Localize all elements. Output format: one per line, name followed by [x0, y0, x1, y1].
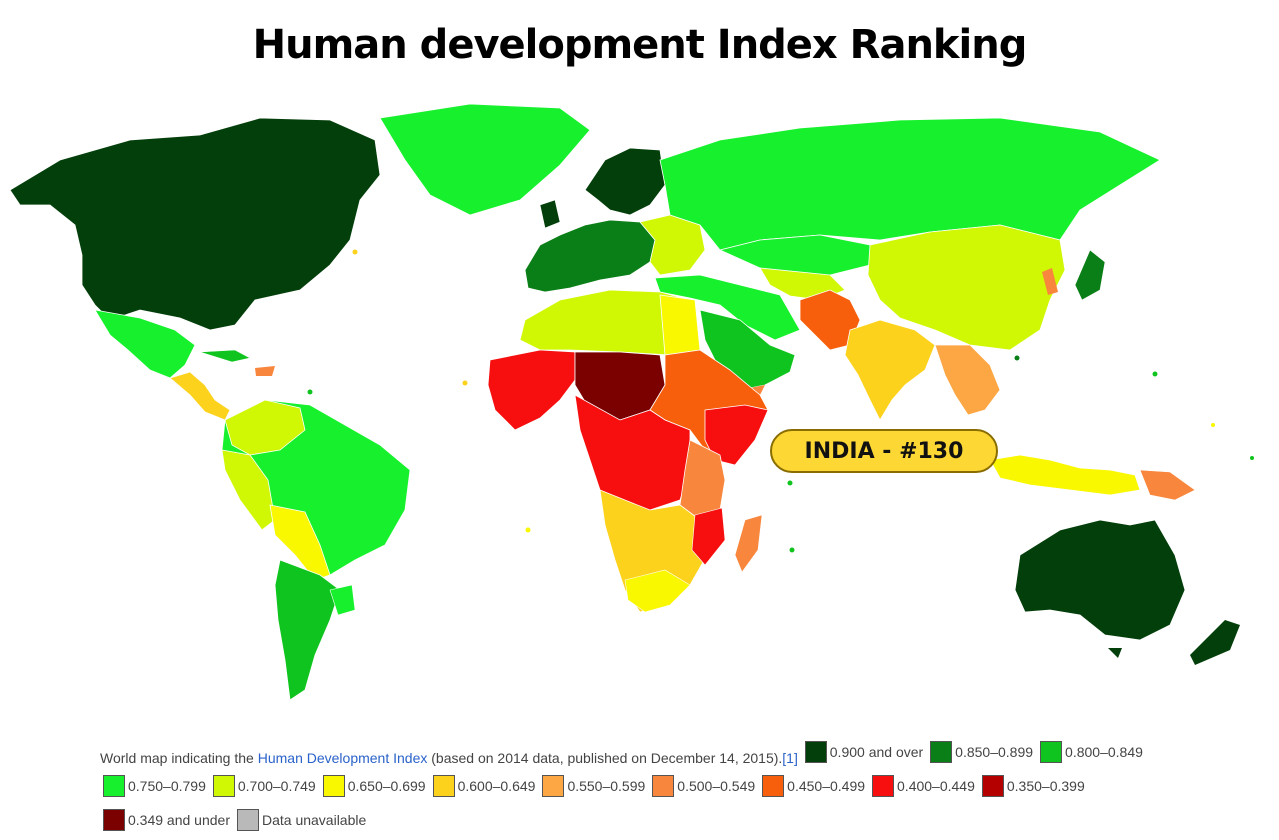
legend-item: 0.800–0.849 — [1037, 738, 1143, 766]
western-europe — [524, 219, 656, 293]
legend-item: 0.450–0.499 — [759, 772, 865, 800]
legend-swatch — [1040, 741, 1063, 763]
papua-new-guinea — [1139, 469, 1196, 501]
legend-label: 0.350–0.399 — [1006, 778, 1085, 794]
mozambique — [691, 507, 726, 566]
legend-label: 0.500–0.549 — [677, 778, 756, 794]
hdi-link[interactable]: Human Development Index — [257, 750, 428, 766]
greenland — [379, 103, 591, 216]
legend-swatch — [930, 741, 953, 763]
madagascar — [734, 514, 763, 573]
australia — [1014, 519, 1186, 641]
japan — [1074, 249, 1106, 301]
legend-swatch — [103, 809, 125, 831]
hispaniola — [255, 366, 275, 376]
southeast-asia — [934, 344, 1001, 416]
new-zealand — [1190, 620, 1240, 665]
island-marker — [352, 249, 358, 255]
page-title: Human development Index Ranking — [252, 22, 1028, 68]
mexico — [94, 309, 196, 379]
legend-item: 0.500–0.549 — [649, 772, 755, 800]
canada-usa — [9, 117, 381, 331]
legend-label: 0.600–0.649 — [457, 778, 536, 794]
legend-item: 0.400–0.449 — [869, 772, 975, 800]
legend-swatch — [542, 775, 565, 797]
turkey-iran — [654, 274, 801, 341]
legend-label: 0.850–0.899 — [955, 744, 1034, 760]
reference-link[interactable]: [1] — [782, 750, 798, 766]
island-marker — [1014, 355, 1020, 361]
legend-item: 0.750–0.799 — [100, 772, 206, 800]
legend-label: 0.450–0.499 — [787, 778, 866, 794]
map-legend: World map indicating the Human Developme… — [100, 738, 1210, 840]
legend-item: 0.550–0.599 — [539, 772, 645, 800]
uruguay — [329, 584, 356, 616]
legend-swatch — [981, 775, 1004, 797]
island-marker — [1152, 371, 1158, 377]
russia — [659, 117, 1161, 251]
legend-swatch — [762, 775, 785, 797]
island-marker — [789, 547, 795, 553]
legend-items: 0.900 and over 0.850–0.899 0.800–0.849 0.75… — [100, 741, 1147, 834]
indonesia — [989, 454, 1141, 496]
south-africa — [624, 569, 691, 613]
legend-item: 0.850–0.899 — [927, 738, 1033, 766]
island-marker — [462, 380, 468, 386]
scandinavia — [584, 147, 666, 216]
legend-swatch — [652, 775, 675, 797]
legend-swatch — [103, 775, 125, 797]
legend-label: 0.700–0.749 — [237, 778, 316, 794]
legend-label: 0.800–0.849 — [1065, 744, 1143, 760]
legend-label: 0.550–0.599 — [567, 778, 646, 794]
legend-swatch — [236, 809, 259, 831]
legend-swatch — [432, 775, 455, 797]
legend-label: 0.349 and under — [128, 812, 230, 828]
legend-item: 0.600–0.649 — [430, 772, 536, 800]
central-africa — [574, 394, 691, 511]
egypt — [659, 294, 701, 356]
argentina-chile — [274, 559, 341, 701]
india-rank-callout: INDIA - #130 — [770, 429, 998, 473]
uk — [539, 199, 561, 229]
legend-item: 0.350–0.399 — [979, 772, 1085, 800]
peru-ecuador — [221, 449, 276, 531]
legend-swatch — [212, 775, 235, 797]
island-marker — [307, 389, 313, 395]
legend-swatch — [872, 775, 895, 797]
venezuela-colombia — [224, 399, 306, 456]
island-marker — [1211, 423, 1215, 427]
legend-item: Data unavailable — [234, 806, 366, 834]
legend-item: 0.900 and over — [802, 738, 923, 766]
india — [844, 319, 936, 421]
tasmania — [1108, 648, 1122, 658]
legend-swatch — [804, 741, 827, 763]
legend-label: Data unavailable — [261, 812, 367, 828]
legend-item: 0.650–0.699 — [320, 772, 426, 800]
west-africa — [487, 349, 576, 431]
ethiopia-somalia — [704, 404, 769, 466]
legend-caption-suffix: (based on 2014 data, published on Decemb… — [427, 750, 783, 766]
legend-label: 0.650–0.699 — [347, 778, 426, 794]
legend-swatch — [322, 775, 345, 797]
korea — [1042, 268, 1058, 295]
legend-caption-prefix: World map indicating the — [100, 750, 258, 766]
central-america — [169, 371, 231, 421]
island-marker — [1250, 456, 1254, 460]
legend-label: 0.900 and over — [829, 744, 924, 760]
china-mongolia — [867, 224, 1066, 351]
island-marker — [787, 480, 793, 486]
legend-item: 0.349 and under — [100, 806, 230, 834]
island-marker — [525, 527, 531, 533]
legend-label: 0.400–0.449 — [897, 778, 975, 794]
legend-item: 0.700–0.749 — [210, 772, 316, 800]
legend-label: 0.750–0.799 — [128, 778, 206, 794]
world-map — [9, 103, 1254, 701]
cuba — [199, 349, 251, 363]
